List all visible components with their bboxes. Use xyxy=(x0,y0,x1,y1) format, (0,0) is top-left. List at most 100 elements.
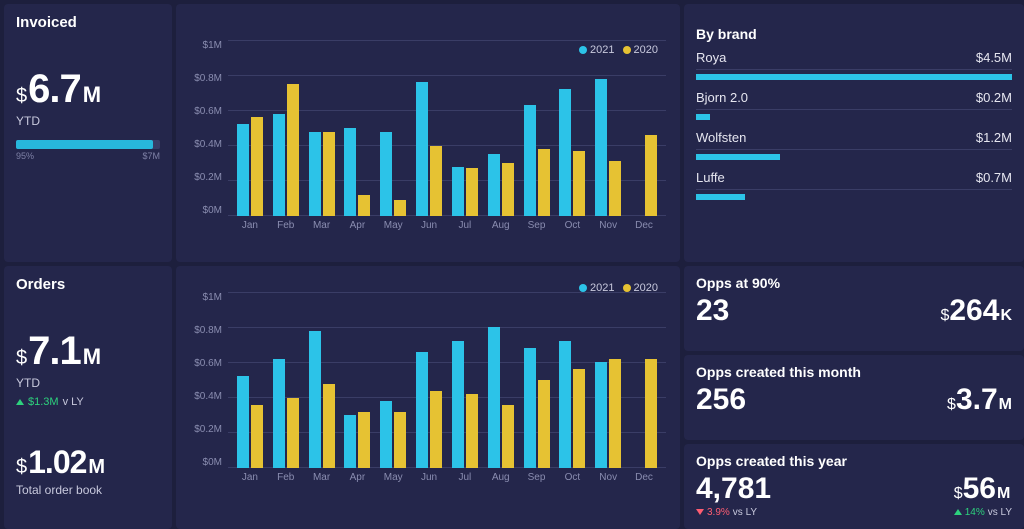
bar-group xyxy=(554,89,590,216)
bar xyxy=(309,132,321,216)
brand-name: Bjorn 2.0 xyxy=(696,90,748,105)
bar xyxy=(609,161,621,216)
bar xyxy=(380,132,392,216)
bar-group xyxy=(268,359,304,468)
bar-group xyxy=(375,401,411,468)
opps-at-90-card: Opps at 90% 23 $ 264 K xyxy=(684,266,1024,351)
invoiced-yaxis: $1M$0.8M$0.6M$0.4M$0.2M$0M xyxy=(190,40,228,216)
bar xyxy=(538,380,550,468)
opps-year-card: Opps created this year 4,781 3.9% vs LY … xyxy=(684,444,1024,529)
bar xyxy=(645,135,657,216)
bar xyxy=(645,359,657,468)
bar xyxy=(452,341,464,468)
bar-group xyxy=(304,132,340,216)
brand-bar xyxy=(696,154,780,160)
bar xyxy=(309,331,321,468)
bar xyxy=(559,89,571,216)
bar xyxy=(466,168,478,216)
arrow-down-icon xyxy=(696,509,704,515)
opps-month-title: Opps created this month xyxy=(696,364,1012,380)
bar-group xyxy=(447,341,483,468)
bar xyxy=(273,359,285,468)
bar xyxy=(573,151,585,216)
brand-name: Wolfsten xyxy=(696,130,746,145)
bar xyxy=(416,82,428,216)
legend-dot-icon xyxy=(579,284,587,292)
invoiced-xaxis: JanFebMarAprMayJunJulAugSepOctNovDec xyxy=(228,220,666,231)
orders-sub: YTD xyxy=(16,376,160,390)
orders-delta: $1.3M v LY xyxy=(16,396,160,408)
bar xyxy=(394,412,406,468)
bar xyxy=(502,163,514,216)
bar xyxy=(287,84,299,216)
bar xyxy=(237,376,249,468)
bar xyxy=(251,405,263,468)
bar xyxy=(502,405,514,468)
bar-group xyxy=(268,84,304,216)
invoiced-title: Invoiced xyxy=(16,14,160,31)
bar xyxy=(323,132,335,216)
bar xyxy=(595,79,607,216)
bar xyxy=(488,327,500,468)
orders-value: $ 7.1 M xyxy=(16,329,160,374)
bar xyxy=(609,359,621,468)
brand-bar xyxy=(696,114,710,120)
bar-group xyxy=(483,327,519,468)
bar xyxy=(416,352,428,468)
bar-group xyxy=(232,376,268,468)
bar xyxy=(358,195,370,216)
bar xyxy=(237,124,249,216)
orders-total-value: $ 1.02 M xyxy=(16,444,160,481)
brand-row: Wolfsten $1.2M xyxy=(696,130,1012,160)
opps-at-90-title: Opps at 90% xyxy=(696,275,1012,291)
opps-month-card: Opps created this month 256 $ 3.7 M xyxy=(684,355,1024,440)
bar xyxy=(466,394,478,468)
brand-name: Roya xyxy=(696,50,726,65)
brands-title: By brand xyxy=(696,26,1012,42)
bar-group xyxy=(339,412,375,468)
brand-value: $1.2M xyxy=(976,130,1012,145)
invoiced-progress: 95% $7M xyxy=(16,140,160,161)
bar-group xyxy=(375,132,411,216)
brand-row: Bjorn 2.0 $0.2M xyxy=(696,90,1012,120)
bar-group xyxy=(626,359,662,468)
bar xyxy=(287,398,299,468)
orders-xaxis: JanFebMarAprMayJunJulAugSepOctNovDec xyxy=(228,472,666,483)
bar-group xyxy=(626,135,662,216)
invoiced-value: $ 6.7 M xyxy=(16,67,160,112)
invoiced-sub: YTD xyxy=(16,114,160,128)
orders-kpi-panel: Orders $ 7.1 M YTD $1.3M v LY $ 1.02 M T… xyxy=(4,266,172,529)
bar-group xyxy=(304,331,340,468)
brands-list: Roya$4.5MBjorn 2.0$0.2MWolfsten$1.2MLuff… xyxy=(696,50,1012,200)
bar xyxy=(344,415,356,468)
bar xyxy=(524,348,536,468)
brand-bar xyxy=(696,194,745,200)
bar-group xyxy=(411,352,447,468)
bar xyxy=(273,114,285,216)
bar-group xyxy=(519,348,555,468)
bar xyxy=(358,412,370,468)
orders-yaxis: $1M$0.8M$0.6M$0.4M$0.2M$0M xyxy=(190,292,228,468)
invoiced-chart-panel: 20212020 $1M$0.8M$0.6M$0.4M$0.2M$0M JanF… xyxy=(176,4,680,262)
bar-group xyxy=(339,128,375,216)
bar-group xyxy=(554,341,590,468)
brands-panel: By brand Roya$4.5M Bjorn 2.0 $0.2M Wolfsten… xyxy=(684,4,1024,262)
bar xyxy=(380,401,392,468)
bar xyxy=(488,154,500,216)
orders-total-label: Total order book xyxy=(16,483,160,497)
bar-group xyxy=(483,154,519,216)
bar-group xyxy=(519,105,555,216)
bar xyxy=(573,369,585,468)
bar xyxy=(251,117,263,216)
orders-title: Orders xyxy=(16,276,160,293)
brand-bar xyxy=(696,74,1012,80)
bar-group xyxy=(232,117,268,216)
brand-value: $0.7M xyxy=(976,170,1012,185)
bar xyxy=(538,149,550,216)
bar xyxy=(394,200,406,216)
bar xyxy=(524,105,536,216)
brand-row: Roya$4.5M xyxy=(696,50,1012,80)
bar xyxy=(344,128,356,216)
arrow-up-icon xyxy=(954,509,962,515)
brand-value: $0.2M xyxy=(976,90,1012,105)
